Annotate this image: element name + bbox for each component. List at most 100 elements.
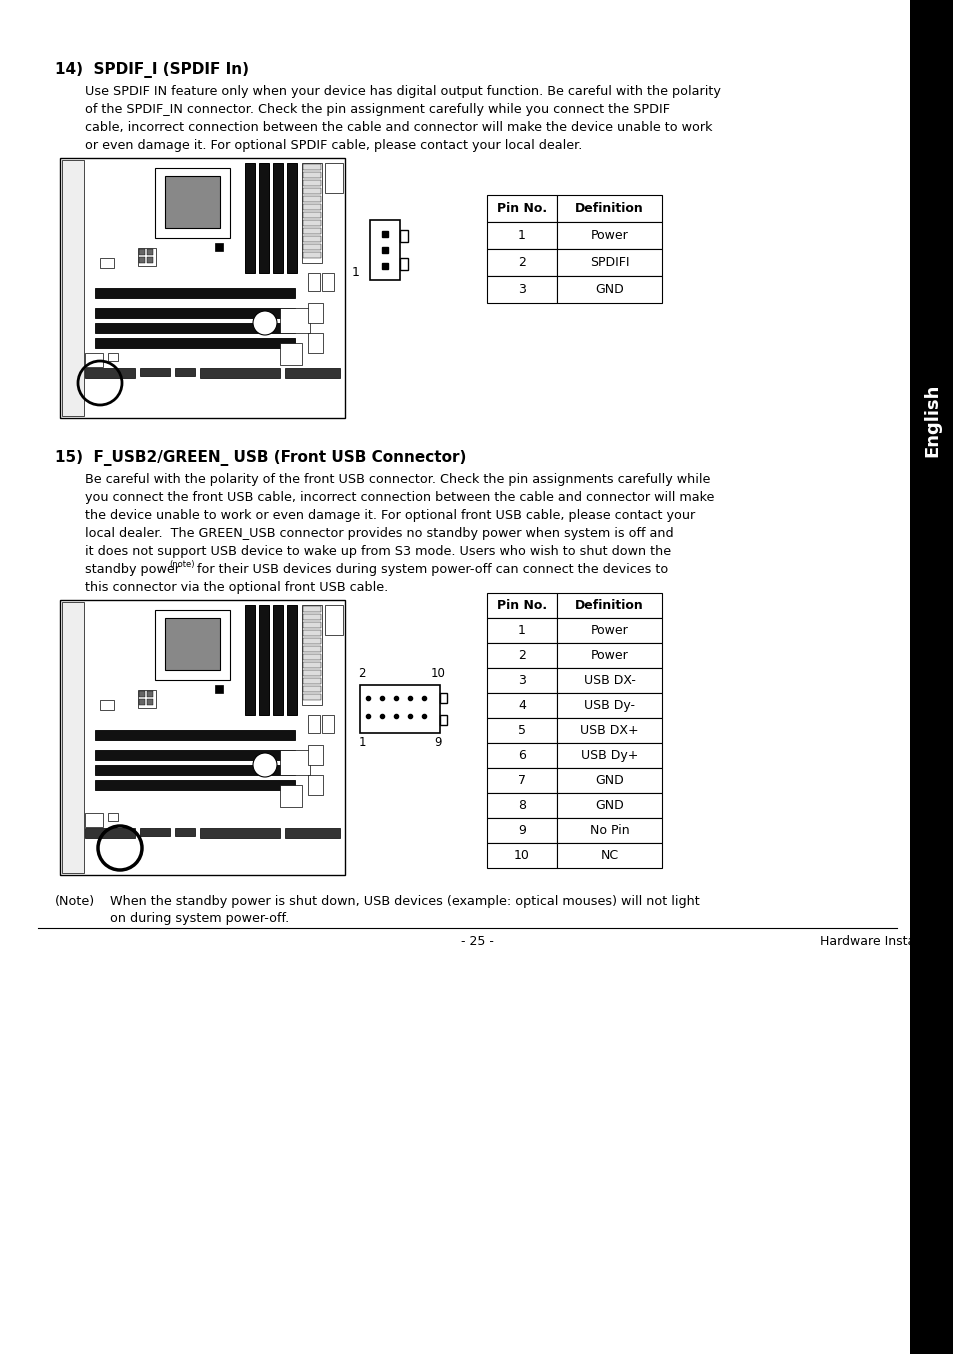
Bar — [557, 668, 661, 693]
Bar — [557, 593, 661, 617]
Bar — [95, 730, 294, 741]
Bar — [165, 176, 220, 227]
Bar — [303, 196, 320, 202]
Bar — [486, 668, 557, 693]
Text: 9: 9 — [517, 825, 525, 837]
Text: 10: 10 — [514, 849, 529, 862]
Bar — [303, 686, 320, 692]
Bar — [303, 204, 320, 210]
Text: USB DX-: USB DX- — [583, 674, 635, 686]
Text: USB Dy-: USB Dy- — [583, 699, 635, 712]
Text: When the standby power is shut down, USB devices (example: optical mouses) will : When the standby power is shut down, USB… — [110, 895, 699, 909]
Bar — [303, 695, 320, 700]
Bar — [303, 252, 320, 259]
Text: (note): (note) — [169, 561, 194, 569]
Bar — [303, 630, 320, 636]
Bar — [174, 829, 194, 835]
Bar — [308, 333, 323, 353]
Bar — [200, 368, 280, 378]
Bar — [85, 353, 103, 367]
Circle shape — [253, 311, 276, 334]
Circle shape — [253, 753, 276, 777]
Bar — [285, 829, 339, 838]
Bar — [303, 172, 320, 177]
Text: Pin No.: Pin No. — [497, 598, 546, 612]
Text: of the SPDIF_IN connector. Check the pin assignment carefully while you connect : of the SPDIF_IN connector. Check the pin… — [85, 103, 669, 116]
Text: 9: 9 — [434, 737, 441, 749]
Bar — [557, 844, 661, 868]
Bar — [557, 693, 661, 718]
Text: or even damage it. For optional SPDIF cable, please contact your local dealer.: or even damage it. For optional SPDIF ca… — [85, 139, 581, 152]
Bar — [62, 160, 84, 416]
Bar — [486, 718, 557, 743]
Bar — [557, 276, 661, 303]
Bar — [486, 793, 557, 818]
Text: Be careful with the polarity of the front USB connector. Check the pin assignmen: Be careful with the polarity of the fron… — [85, 473, 710, 486]
Bar — [154, 168, 230, 238]
Text: SPDIFI: SPDIFI — [589, 256, 629, 269]
Bar — [140, 829, 170, 835]
Text: 2: 2 — [517, 256, 525, 269]
Bar — [303, 638, 320, 645]
Text: it does not support USB device to wake up from S3 mode. Users who wish to shut d: it does not support USB device to wake u… — [85, 546, 670, 558]
Text: NC: NC — [599, 849, 618, 862]
Bar — [139, 691, 145, 697]
Bar — [85, 368, 135, 378]
Bar — [258, 162, 269, 274]
Bar — [258, 605, 269, 715]
Text: Use SPDIF IN feature only when your device has digital output function. Be caref: Use SPDIF IN feature only when your devi… — [85, 85, 720, 97]
Bar — [100, 259, 113, 268]
Bar — [557, 793, 661, 818]
Text: Power: Power — [590, 649, 628, 662]
Bar — [62, 603, 84, 873]
Text: local dealer.  The GREEN_USB connector provides no standby power when system is : local dealer. The GREEN_USB connector pr… — [85, 527, 673, 540]
Text: USB Dy+: USB Dy+ — [580, 749, 638, 762]
Bar — [439, 715, 447, 724]
Bar — [308, 303, 323, 324]
Bar — [308, 274, 319, 291]
Text: 2: 2 — [358, 668, 365, 680]
Bar — [165, 617, 220, 670]
Bar — [60, 600, 345, 875]
Text: 3: 3 — [517, 283, 525, 297]
Bar — [557, 743, 661, 768]
Bar — [557, 643, 661, 668]
Bar — [399, 230, 408, 242]
Text: English: English — [923, 383, 940, 456]
Text: USB DX+: USB DX+ — [579, 724, 639, 737]
Text: 6: 6 — [517, 749, 525, 762]
Bar — [95, 750, 294, 760]
Bar — [359, 685, 439, 733]
Bar — [60, 158, 345, 418]
Text: 14)  SPDIF_I (SPDIF In): 14) SPDIF_I (SPDIF In) — [55, 62, 249, 79]
Text: on during system power-off.: on during system power-off. — [110, 913, 289, 925]
Text: this connector via the optional front USB cable.: this connector via the optional front US… — [85, 581, 388, 594]
Bar — [154, 611, 230, 680]
Bar — [214, 242, 223, 250]
Bar — [108, 353, 118, 362]
Bar — [303, 613, 320, 620]
Bar — [95, 338, 294, 348]
Bar — [303, 164, 320, 171]
Bar — [245, 605, 254, 715]
Bar — [147, 691, 152, 697]
Bar — [138, 248, 156, 265]
Bar — [303, 621, 320, 628]
Bar — [486, 276, 557, 303]
Bar — [139, 257, 145, 263]
Text: 4: 4 — [517, 699, 525, 712]
Bar — [302, 605, 322, 705]
Bar — [95, 765, 294, 774]
Bar — [308, 774, 323, 795]
Bar — [95, 780, 294, 789]
Bar — [95, 288, 294, 298]
Text: GND: GND — [595, 283, 623, 297]
Bar — [909, 0, 953, 1354]
Bar — [85, 812, 103, 827]
Bar — [439, 693, 447, 703]
Bar — [303, 236, 320, 242]
Bar — [100, 700, 113, 709]
Bar — [557, 249, 661, 276]
Text: 1: 1 — [352, 265, 359, 279]
Text: - 25 -: - 25 - — [460, 936, 493, 948]
